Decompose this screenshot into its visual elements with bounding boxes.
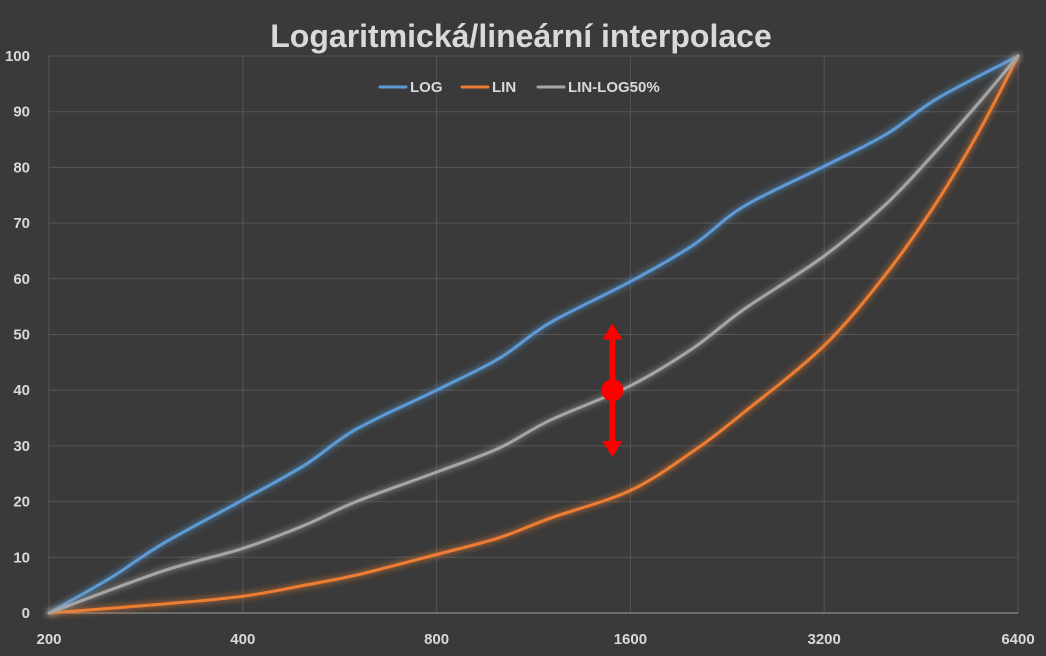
- y-tick-label: 10: [13, 549, 30, 566]
- x-tick-label: 400: [230, 631, 255, 648]
- plot-area: 0 10 20 30 40 50 60 70 80 90 100 200 400 800 1600 3200 6…: [5, 48, 1035, 648]
- x-tick-label: 1600: [614, 631, 647, 648]
- x-tick-label: 3200: [808, 631, 841, 648]
- y-tick-label: 80: [13, 159, 30, 176]
- legend-label-lin-log50: LIN-LOG50%: [568, 79, 660, 96]
- chart-title: Logaritmická/lineární interpolace: [270, 18, 771, 54]
- x-tick-label: 200: [36, 631, 61, 648]
- legend: LOG LIN LIN-LOG50%: [378, 79, 660, 96]
- legend-label-log: LOG: [410, 79, 443, 96]
- x-tick-label: 6400: [1001, 631, 1034, 648]
- y-tick-label: 20: [13, 494, 30, 511]
- legend-label-lin: LIN: [492, 79, 516, 96]
- y-tick-label: 30: [13, 438, 30, 455]
- y-tick-label: 90: [13, 104, 30, 121]
- annotation-dot: [601, 379, 624, 402]
- y-tick-label: 0: [22, 605, 30, 622]
- y-tick-label: 100: [5, 48, 30, 65]
- x-tick-label: 800: [424, 631, 449, 648]
- y-tick-label: 40: [13, 382, 30, 399]
- y-tick-label: 50: [13, 327, 30, 344]
- series-line-lin-log50: [47, 54, 1020, 615]
- y-tick-label: 70: [13, 215, 30, 232]
- series-line-lin: [47, 54, 1020, 615]
- annotation-arrowhead-down: [602, 441, 623, 458]
- series-line-log: [47, 54, 1020, 615]
- annotation-arrowhead-up: [602, 323, 623, 340]
- y-tick-label: 60: [13, 271, 30, 288]
